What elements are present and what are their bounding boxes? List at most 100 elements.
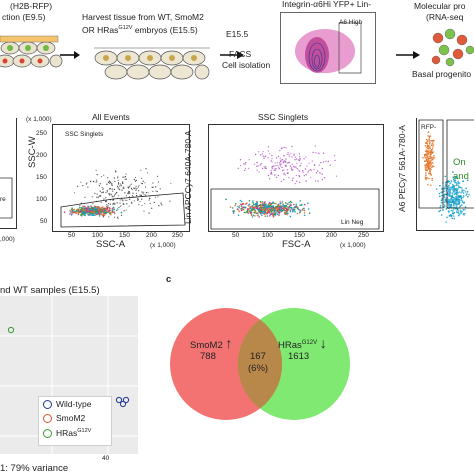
scatter-dot [149,202,151,205]
scatter-dot [101,176,103,178]
scatter-dot [129,185,131,187]
scatter-dot [431,152,434,154]
scatter-dot [89,209,92,212]
scatter-dot [463,189,465,192]
scatter-dot [96,196,98,198]
scatter-dot [270,209,273,211]
scatter-dot [106,191,108,193]
scatter-dot [250,208,253,210]
legend-item-wild-type: Wild-type [43,399,91,410]
scatter-dot [117,216,119,218]
scatter-dot [299,157,301,160]
scatter-dot [310,176,312,179]
inject-label-2: ction (E9.5) [2,12,46,22]
scatter-dot [251,216,254,218]
scatter-dot [108,216,110,218]
scatter-dot [426,159,428,162]
scatter-dot [424,168,427,170]
scatter-dot [443,196,446,199]
scatter-dot [116,202,118,204]
scatter-dot [113,208,115,210]
pca-title: nd WT samples (E15.5) [0,285,100,296]
plot2-x-tick: 250 [172,232,183,239]
scatter-dot [452,178,455,181]
scatter-dot [101,209,104,211]
scatter-dot [293,153,295,155]
scatter-dot [456,198,459,200]
scatter-dot [118,206,120,208]
scatter-dot [317,180,319,182]
scatter-dot [82,205,85,207]
scatter-dot [265,203,267,205]
scatter-dot [427,145,429,147]
scatter-dot [252,203,255,205]
scatter-dot [105,191,107,193]
scatter-dot [428,177,430,180]
scatter-dot [294,182,296,185]
scatter-dot [285,205,287,207]
scatter-dot [242,208,244,211]
plot2-scatter [60,168,186,228]
scatter-dot [461,189,463,191]
scatter-dot [457,195,460,198]
scatter-dot [277,164,279,167]
scatter-dot [467,196,469,198]
scatter-dot [453,185,455,187]
scatter-dot [122,176,124,178]
scatter-dot [105,200,107,202]
scatter-dot [133,200,135,202]
scatter-dot [274,174,276,176]
scatter-dot [464,206,467,208]
scatter-dot [123,186,125,188]
scatter-dot [142,180,144,182]
scatter-dot [318,164,320,166]
scatter-dot [108,209,111,212]
scatter-dot [273,208,276,210]
scatter-dot [123,203,125,205]
scatter-dot [453,193,456,195]
scatter-dot [298,169,300,171]
scatter-dot [75,212,77,215]
scatter-dot [249,206,252,208]
scatter-dot [305,173,307,175]
plot3-x-tick: 200 [326,232,337,239]
venn-left-count: 788 [200,351,216,362]
scatter-dot [267,204,269,206]
scatter-dot [425,142,428,144]
scatter-dot [116,208,119,210]
scatter-dot [441,194,443,197]
scatter-dot [136,195,138,197]
scatter-dot [429,154,432,157]
scatter-dot [260,210,263,212]
scatter-dot [427,146,429,148]
scatter-dot [232,211,235,213]
scatter-dot [82,185,84,187]
scatter-dot [455,182,458,184]
scatter-dot [274,212,277,214]
gate-title: Integrin-α6Hi YFP+ Lin- [282,0,372,9]
scatter-dot [261,206,263,209]
scatter-dot [123,176,125,178]
scatter-dot [156,190,158,193]
scatter-dot [282,169,284,172]
scatter-dot [124,178,126,180]
scatter-dot [287,207,290,210]
scatter-dot [238,205,241,207]
scatter-dot [100,213,103,216]
scatter-dot [272,215,275,217]
scatter-dot [425,172,427,174]
scatter-dot [128,193,130,195]
scatter-dot [290,206,293,209]
scatter-dot [273,202,275,205]
scatter-dot [96,206,98,209]
scatter-dot [232,212,235,214]
plot4-gate-rfp: RFP- [421,124,437,131]
scatter-dot [432,156,434,159]
scatter-dot [71,209,74,212]
scatter-dot [267,205,269,208]
scatter-dot [453,215,455,217]
scatter-dot [283,178,285,181]
plot3-scatter [210,145,380,230]
scatter-dot [252,201,254,204]
plot2-x-tick: 100 [92,232,103,239]
